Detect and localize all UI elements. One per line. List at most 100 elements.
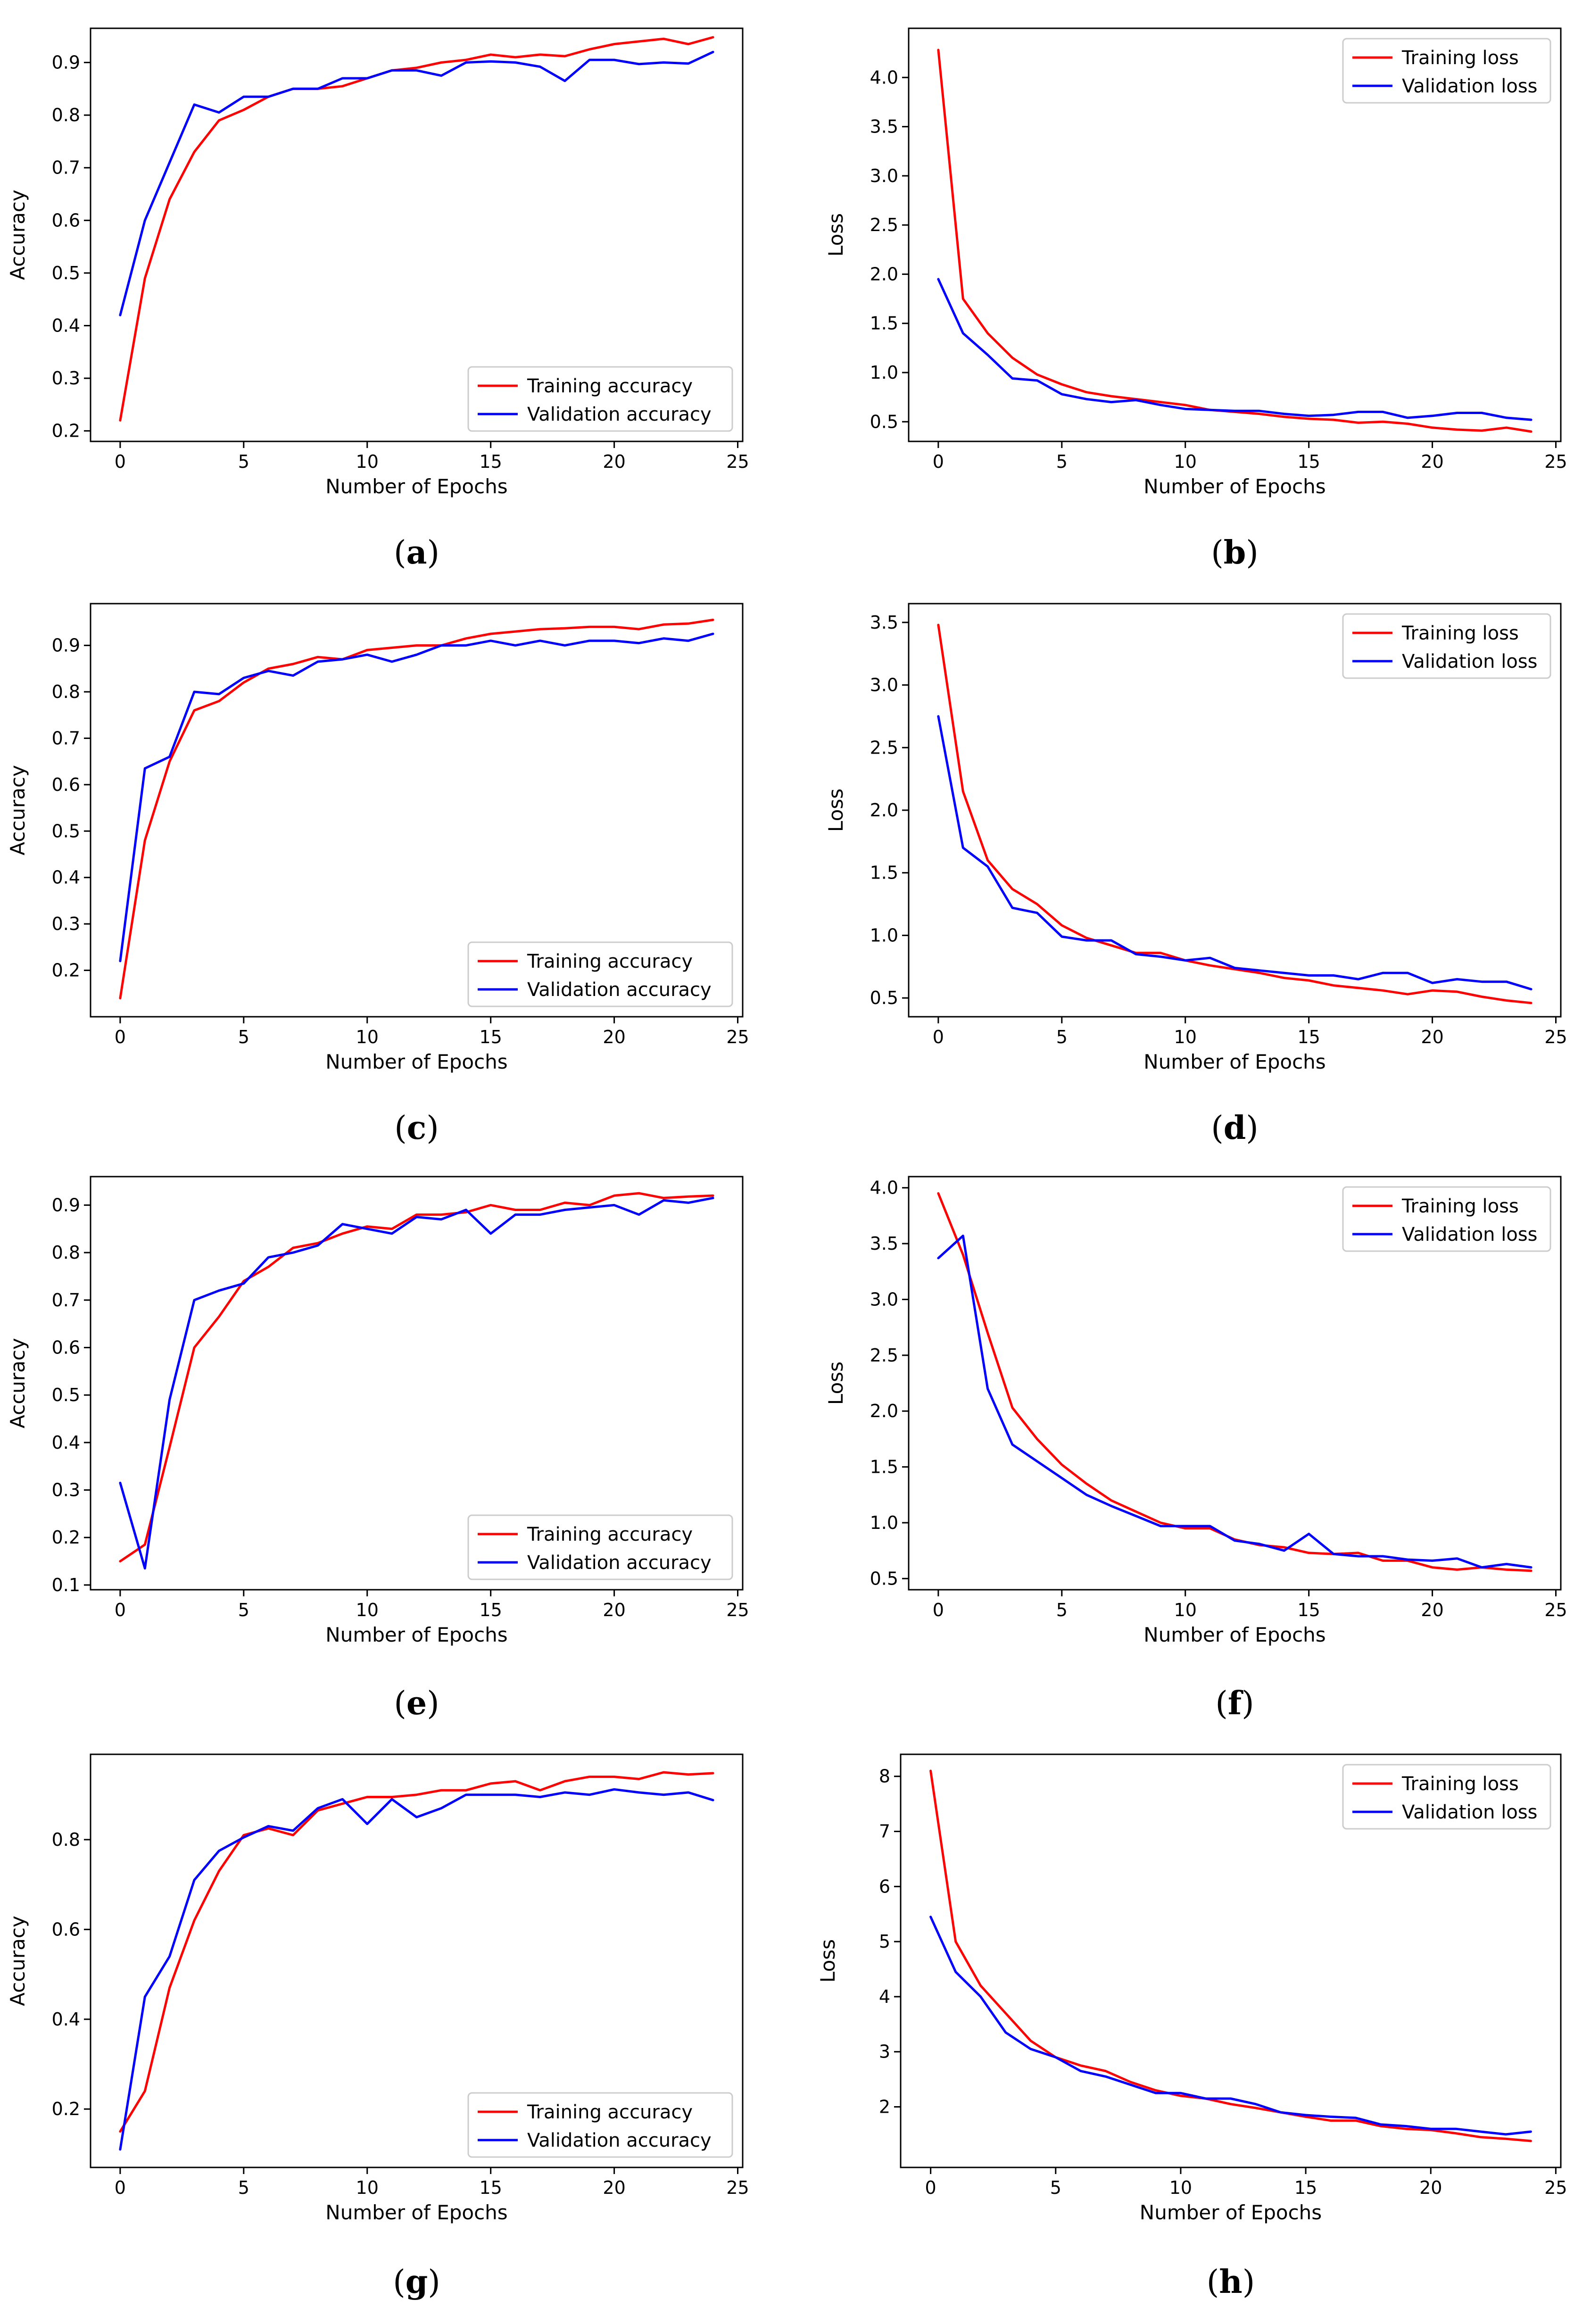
chart-panel-g: 0 5 10 15 20 25 0.2 0.4 0.6 0.8 Number of Epochs Ac…	[6, 1753, 749, 2301]
legend-entry-label: Validation accuracy	[527, 1552, 712, 1574]
x-tick-label: 15	[1294, 2177, 1317, 2198]
y-tick-label: 0.6	[52, 210, 80, 231]
y-axis-label-b: Loss	[824, 213, 847, 257]
y-tick-label: 2.5	[870, 215, 898, 235]
chart-panel-c: 0 5 10 15 20 25 0.2 0.3 0.4 0.5 0.6 0.7 0.8 0.9 Number…	[6, 603, 749, 1147]
x-tick-label: 15	[479, 2177, 502, 2198]
y-tick-label: 2.0	[870, 264, 898, 284]
legend-entry-label: Training accuracy	[527, 1524, 693, 1545]
legend-entry-label: Validation accuracy	[527, 2130, 712, 2151]
x-tick-label: 20	[1421, 451, 1443, 472]
series-line-validation-e	[119, 1196, 714, 1570]
x-tick-label: 0	[115, 451, 126, 472]
x-axis-label-h: Number of Epochs	[1140, 2201, 1322, 2224]
legend-entry-label: Training loss	[1401, 1195, 1519, 1217]
plot-frame-a	[90, 27, 744, 442]
x-tick-label: 15	[1297, 1027, 1320, 1047]
chart-panel-b: 0 5 10 15 20 25 0.5 1.0 1.5 2.0 2.5 3.0 3.5 4.0 Number…	[824, 27, 1567, 572]
series-line-training-c	[119, 618, 714, 1000]
y-tick-label: 0.9	[52, 52, 80, 73]
y-tick-label: 0.7	[52, 728, 80, 748]
legend-e: Training accuracy Validation accuracy	[467, 1514, 733, 1580]
x-tick-label: 0	[933, 451, 944, 472]
y-tick-label: 0.2	[52, 1527, 80, 1548]
y-tick-label: 2.0	[870, 1401, 898, 1421]
panel-caption-g: (g)	[393, 2263, 440, 2301]
x-axis-label-g: Number of Epochs	[325, 2201, 507, 2224]
y-axis-label-a: Accuracy	[6, 190, 29, 280]
x-tick-label: 25	[726, 1027, 749, 1047]
y-tick-label: 0.6	[52, 774, 80, 795]
y-tick-label: 0.2	[52, 2099, 80, 2119]
legend-box	[467, 2092, 733, 2158]
y-tick-label: 3.0	[870, 166, 898, 186]
y-tick-label: 0.6	[52, 1919, 80, 1940]
y-tick-label: 0.5	[870, 411, 898, 432]
x-axis-label-c: Number of Epochs	[325, 1050, 507, 1073]
legend-box	[467, 1514, 733, 1580]
y-axis-label-f: Loss	[824, 1361, 847, 1405]
legend-d: Training loss Validation loss	[1342, 613, 1551, 679]
x-tick-label: 10	[356, 451, 379, 472]
panel-caption-f: (f)	[1215, 1685, 1254, 1722]
y-tick-label: 3.0	[870, 1289, 898, 1310]
x-tick-label: 15	[479, 451, 502, 472]
x-tick-label: 20	[1421, 1600, 1443, 1620]
x-tick-label: 15	[1297, 451, 1320, 472]
x-tick-label: 20	[603, 2177, 625, 2198]
series-line-validation-h	[929, 1916, 1532, 2136]
legend-entry-label: Validation accuracy	[527, 404, 712, 425]
legend-a: Training accuracy Validation accuracy	[467, 366, 733, 432]
y-tick-label: 0.2	[52, 960, 80, 981]
y-tick-label: 0.8	[52, 1242, 80, 1263]
x-tick-label: 25	[726, 2177, 749, 2198]
series-line-training-g	[119, 1771, 714, 2133]
x-tick-label: 5	[238, 2177, 249, 2198]
panel-caption-h: (h)	[1207, 2263, 1255, 2301]
y-axis-label-c: Accuracy	[6, 765, 29, 855]
series-line-training-d	[937, 623, 1533, 1004]
legend-box	[1342, 1764, 1551, 1830]
plot-frame-g	[90, 1753, 744, 2168]
legend-entry-label: Training loss	[1401, 622, 1519, 644]
x-tick-label: 5	[1056, 1600, 1068, 1620]
legend-f: Training loss Validation loss	[1342, 1186, 1551, 1252]
panel-caption-d: (d)	[1211, 1109, 1259, 1147]
x-axis-label-a: Number of Epochs	[325, 475, 507, 498]
x-tick-label: 25	[1544, 1027, 1567, 1047]
legend-c: Training accuracy Validation accuracy	[467, 941, 733, 1007]
y-tick-label: 0.5	[870, 1568, 898, 1589]
y-tick-label: 3.0	[870, 675, 898, 696]
y-tick-label: 8	[879, 1766, 890, 1787]
x-tick-label: 5	[238, 1027, 249, 1047]
panel-caption-a: (a)	[394, 534, 439, 572]
x-tick-label: 5	[1056, 1027, 1068, 1047]
x-tick-label: 10	[356, 2177, 379, 2198]
x-tick-label: 15	[479, 1600, 502, 1620]
y-axis-label-g: Accuracy	[6, 1916, 29, 2006]
legend-box	[467, 366, 733, 432]
legend-entry-label: Validation loss	[1402, 1224, 1538, 1245]
series-line-validation-d	[937, 715, 1533, 991]
y-tick-label: 0.8	[52, 681, 80, 702]
chart-panel-f: 0 5 10 15 20 25 0.5 1.0 1.5 2.0 2.5 3.0 3.5 4.0 Number…	[824, 1176, 1567, 1722]
y-tick-label: 0.8	[52, 105, 80, 125]
y-tick-label: 0.4	[52, 315, 80, 336]
y-tick-label: 3.5	[870, 1233, 898, 1254]
legend-h: Training loss Validation loss	[1342, 1764, 1551, 1830]
series-line-validation-c	[119, 632, 714, 963]
x-tick-label: 25	[1544, 2177, 1567, 2198]
y-tick-label: 2.5	[870, 1345, 898, 1366]
y-tick-label: 0.2	[52, 421, 80, 441]
x-tick-label: 5	[238, 1600, 249, 1620]
y-tick-label: 2.5	[870, 737, 898, 758]
legend-entry-label: Training loss	[1401, 1773, 1519, 1795]
x-axis-label-d: Number of Epochs	[1143, 1050, 1325, 1073]
legend-entry-label: Validation accuracy	[527, 979, 712, 1001]
x-tick-label: 20	[603, 451, 625, 472]
y-tick-label: 0.7	[52, 1290, 80, 1311]
legend-entry-label: Training loss	[1401, 47, 1519, 69]
x-tick-label: 10	[1174, 1600, 1197, 1620]
legend-box	[467, 941, 733, 1007]
y-tick-label: 0.5	[52, 1385, 80, 1405]
